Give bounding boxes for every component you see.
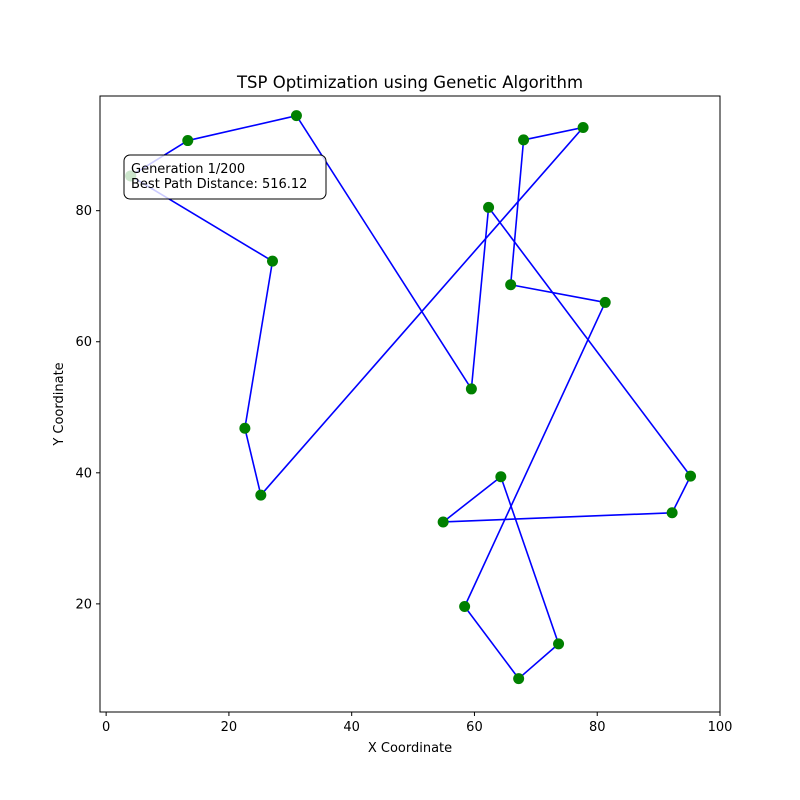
x-tick-label: 80 [589, 720, 606, 735]
info-box: Generation 1/200 Best Path Distance: 516… [123, 154, 327, 200]
path-segment [523, 126, 584, 141]
city-point [577, 121, 589, 133]
city-point [518, 134, 530, 146]
x-tick-label: 0 [102, 720, 110, 735]
best-distance-label: Best Path Distance: 516.12 [131, 177, 307, 192]
city-point [239, 422, 251, 434]
path-segment [500, 476, 560, 645]
y-tick-label: 80 [75, 204, 92, 219]
path-segment [244, 428, 262, 496]
city-point [437, 516, 449, 528]
path-segment [443, 511, 673, 523]
y-tick-label: 20 [75, 597, 92, 612]
city-point [465, 383, 477, 395]
path-segment [463, 302, 606, 607]
city-point [483, 201, 495, 213]
x-tick-label: 20 [221, 720, 238, 735]
path-segment [244, 261, 274, 429]
path-segment [260, 126, 584, 496]
city-point [553, 638, 565, 650]
city-point [599, 296, 611, 308]
city-point [666, 507, 678, 519]
path-segment [509, 139, 525, 285]
city-point [685, 470, 697, 482]
y-axis: 20 40 60 80 [75, 204, 100, 612]
city-point [290, 110, 302, 122]
info-box-frame [123, 154, 327, 200]
x-tick-label: 60 [466, 720, 483, 735]
city-point [459, 600, 471, 612]
x-axis-title: X Coordinate [368, 741, 452, 756]
x-axis: 0 20 40 60 80 100 [102, 712, 732, 735]
path-segment [510, 283, 606, 304]
city-point [495, 471, 507, 483]
path-segment [442, 476, 502, 523]
path-segment [463, 606, 520, 680]
path-segment [187, 114, 297, 142]
city-point [182, 135, 194, 147]
city-point [266, 255, 278, 267]
plot-frame [99, 95, 721, 713]
chart-title: TSP Optimization using Genetic Algorithm [236, 73, 583, 92]
y-tick-label: 40 [75, 466, 92, 481]
y-tick-label: 60 [75, 335, 92, 350]
city-point [513, 673, 525, 685]
x-tick-label: 100 [708, 720, 733, 735]
generation-label: Generation 1/200 [131, 162, 245, 177]
path-segment [518, 643, 560, 680]
path-segment [671, 475, 692, 514]
city-point [255, 489, 267, 501]
x-tick-label: 40 [343, 720, 360, 735]
city-point [505, 279, 517, 291]
y-axis-title: Y Coordinate [52, 362, 67, 446]
path-segment [487, 206, 692, 477]
